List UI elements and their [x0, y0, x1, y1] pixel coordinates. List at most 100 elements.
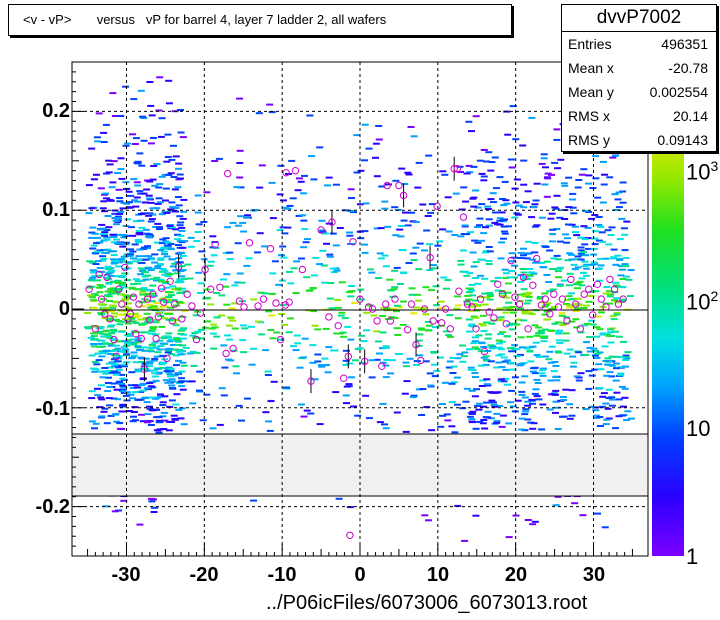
density-cell — [618, 217, 626, 220]
density-cell — [426, 269, 434, 271]
density-cell — [461, 270, 469, 273]
profile-point — [576, 325, 584, 333]
density-cell — [575, 351, 583, 354]
density-cell — [154, 265, 162, 268]
density-cell — [575, 379, 583, 382]
density-cell — [428, 289, 435, 292]
density-cell — [144, 318, 152, 321]
density-cell — [179, 246, 187, 249]
profile-point — [407, 300, 416, 308]
density-cell — [116, 242, 124, 245]
density-cell — [181, 240, 189, 243]
density-cell — [499, 414, 507, 417]
density-cell — [314, 328, 322, 331]
density-cell — [144, 235, 152, 238]
density-cell — [533, 378, 541, 381]
density-cell — [336, 227, 344, 229]
density-cell — [318, 365, 326, 368]
density-cell — [112, 413, 120, 416]
density-cell — [622, 256, 630, 259]
density-cell — [156, 226, 163, 229]
density-cell — [568, 389, 576, 392]
density-cell — [521, 312, 529, 315]
density-cell — [170, 176, 178, 178]
density-cell — [172, 354, 180, 357]
density-cell — [112, 220, 120, 222]
density-cell — [147, 104, 155, 107]
density-cell — [145, 361, 153, 364]
density-cell — [238, 281, 246, 284]
density-cell — [117, 168, 125, 171]
density-cell — [266, 429, 274, 432]
density-cell — [100, 200, 108, 203]
density-cell — [218, 314, 226, 317]
density-cell — [588, 217, 596, 220]
density-cell — [609, 398, 616, 401]
density-cell — [151, 506, 159, 509]
density-cell — [612, 362, 620, 365]
density-cell — [592, 349, 599, 352]
density-cell — [448, 382, 456, 385]
density-cell — [518, 381, 526, 384]
density-cell — [135, 241, 143, 244]
density-cell — [588, 319, 596, 322]
density-cell — [562, 303, 570, 305]
density-cell — [118, 330, 126, 333]
density-cell — [193, 351, 201, 354]
density-cell — [520, 254, 527, 257]
density-cell — [131, 331, 139, 334]
y-tick-label: 0.2 — [42, 100, 70, 122]
density-cell — [98, 223, 106, 226]
density-cell — [237, 186, 245, 189]
density-cell — [141, 331, 149, 334]
density-cell — [116, 287, 124, 290]
y-tick-label: -0.1 — [35, 398, 70, 420]
density-cell — [288, 159, 296, 162]
density-cell — [159, 342, 167, 345]
density-cell — [363, 329, 370, 332]
density-cell — [298, 257, 305, 260]
density-cell — [471, 340, 479, 343]
density-cell — [104, 273, 112, 276]
density-cell — [293, 334, 301, 337]
density-cell — [168, 258, 176, 261]
density-cell — [314, 360, 322, 363]
density-cell — [500, 225, 508, 228]
density-cell — [580, 251, 588, 254]
density-cell — [317, 364, 325, 367]
density-cell — [532, 199, 540, 202]
density-cell — [297, 403, 305, 406]
density-cell — [98, 339, 106, 342]
density-cell — [499, 198, 507, 200]
density-cell — [537, 332, 545, 335]
density-cell — [148, 300, 156, 303]
density-cell — [162, 335, 170, 338]
density-cell — [472, 261, 480, 264]
density-cell — [353, 171, 361, 174]
density-cell — [310, 178, 318, 181]
density-cell — [244, 214, 252, 217]
density-cell — [485, 333, 493, 336]
density-cell — [417, 327, 425, 330]
density-cell — [448, 401, 456, 404]
density-cell — [151, 261, 159, 264]
density-cell — [233, 186, 241, 189]
density-cell — [145, 214, 153, 217]
density-cell — [177, 177, 184, 180]
density-cell — [115, 261, 123, 264]
density-cell — [99, 345, 107, 348]
density-cell — [356, 203, 364, 206]
density-cell — [535, 326, 543, 329]
density-cell — [458, 208, 466, 211]
density-cell — [138, 301, 146, 304]
density-cell — [110, 254, 118, 257]
density-cell — [522, 201, 530, 204]
density-cell — [487, 169, 495, 172]
density-cells — [84, 76, 635, 542]
density-cell — [433, 370, 441, 372]
density-cell — [461, 355, 468, 358]
density-cell — [138, 164, 146, 167]
density-cell — [148, 409, 156, 412]
density-cell — [153, 429, 161, 432]
stats-key: Mean x — [568, 60, 614, 76]
